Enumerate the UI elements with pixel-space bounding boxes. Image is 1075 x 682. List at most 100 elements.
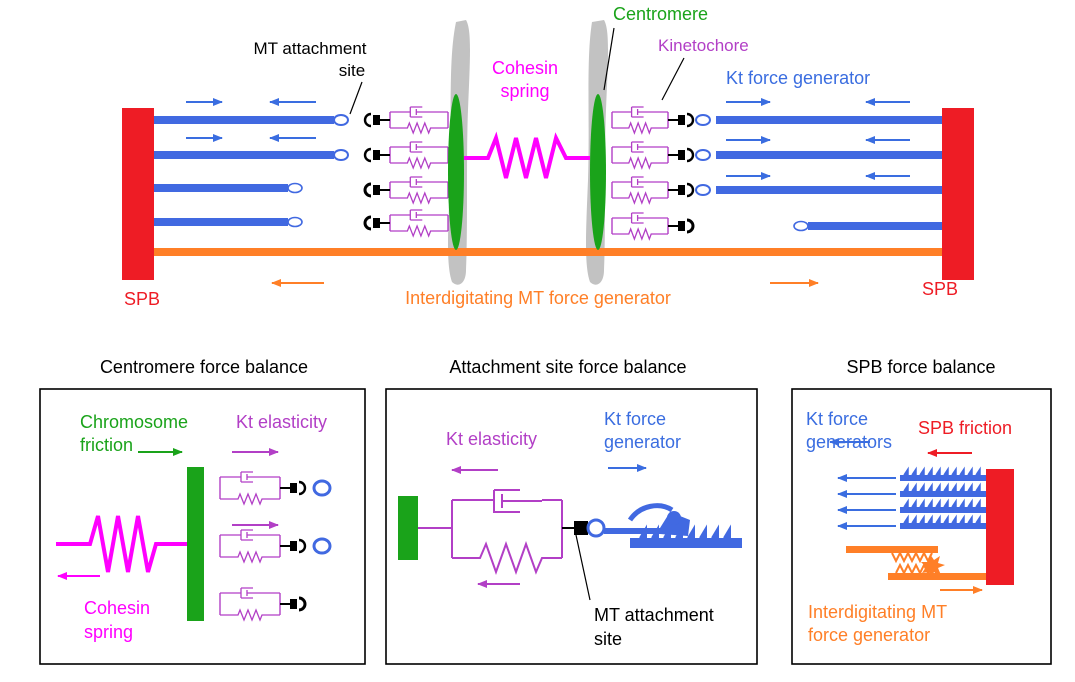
interdigitating-mt [154, 248, 942, 256]
dashpot-icon [220, 587, 280, 599]
mt-tip-icon [287, 182, 303, 194]
dashpot-icon [220, 529, 280, 541]
spring-icon [220, 492, 280, 506]
panel-spb: SPB force balance Kt force generators SP… [791, 357, 1052, 665]
kinetochore-unit [219, 471, 307, 506]
kt-elasticity-label: Kt elasticity [446, 429, 537, 449]
kinetochore-unit [611, 212, 695, 241]
kt-force-generator-label-2: generator [604, 432, 681, 452]
mt-attachment-site-label: MT attachment [253, 39, 366, 58]
cohesin-spring-label-2: spring [500, 81, 549, 101]
panel-spb-frame [791, 388, 1052, 665]
panel-attachment-frame [385, 388, 758, 665]
c-clamp-icon [298, 596, 307, 612]
c-clamp-icon [298, 538, 307, 554]
spb-plate [986, 469, 1014, 585]
kt-elasticity-label: Kt elasticity [236, 412, 327, 432]
spb-left [122, 108, 154, 280]
c-clamp-icon [363, 147, 372, 163]
dashpot-icon [612, 176, 668, 188]
kinetochore-unit [363, 209, 449, 238]
kinetochore-unit [219, 529, 307, 564]
spring-icon [220, 608, 280, 622]
kt-force-generator-label: Kt force generator [726, 68, 870, 88]
spb-left-label: SPB [124, 289, 160, 309]
chromosome-friction-label: Chromosome [80, 412, 188, 432]
kinetochore-unit [363, 106, 449, 135]
c-clamp-icon [298, 480, 307, 496]
dashpot-icon [612, 106, 668, 118]
ratchet-icon [604, 503, 742, 548]
spb-friction-label: SPB friction [918, 418, 1012, 438]
spring-icon [390, 121, 448, 135]
right-microtubules [695, 114, 942, 232]
c-clamp-icon [686, 112, 695, 128]
cohesin-spring-icon [464, 131, 590, 179]
centromere-right [590, 94, 606, 250]
kinetochore-unit [219, 587, 307, 622]
interdigitating-label: Interdigitating MT force generator [405, 288, 671, 308]
kinetochore-unit [611, 141, 695, 170]
chromosome-friction-label-2: friction [80, 435, 133, 455]
panel1-kinetochore-units [219, 471, 332, 622]
kinetochore-unit [363, 176, 449, 205]
spring-icon [612, 156, 668, 170]
mt-attachment-site-label: MT attachment [594, 605, 714, 625]
c-clamp-icon [363, 182, 372, 198]
panel-spb-title: SPB force balance [846, 357, 995, 377]
kt-force-generators-label-2: generators [806, 432, 892, 452]
ratchet-icon [900, 475, 986, 481]
cohesin-label: Cohesin [84, 598, 150, 618]
kt-force-generator-ratchets [837, 466, 986, 530]
dashpot-icon [220, 471, 280, 483]
spring-icon [452, 541, 562, 575]
cohesin-spring-icon [56, 515, 187, 573]
ring-icon [695, 184, 711, 196]
ring-icon [586, 518, 606, 538]
kinetochore-label: Kinetochore [658, 36, 749, 55]
c-clamp-icon [686, 218, 695, 234]
kinetochore-unit [611, 106, 695, 135]
centromere-label: Centromere [613, 4, 708, 24]
mt-attachment-site-label-2: site [339, 61, 365, 80]
kt-force-generator-label: Kt force [604, 409, 666, 429]
cohesin-label-2: spring [84, 622, 133, 642]
mt-attachment-site-label-2: site [594, 629, 622, 649]
interdigitating-label-2: force generator [808, 625, 930, 645]
kinetochore-units [363, 106, 695, 241]
kinetochore-unit [363, 141, 449, 170]
interdigitating-label: Interdigitating MT [808, 602, 947, 622]
panel-attachment-title: Attachment site force balance [449, 357, 686, 377]
centromere-left [448, 94, 464, 250]
ring-icon [695, 149, 711, 161]
dashpot-icon [612, 212, 668, 224]
ring-icon [312, 537, 332, 555]
ring-icon [333, 114, 349, 126]
ratchet-icon [900, 523, 986, 529]
spring-icon [612, 191, 668, 205]
mt-tip-icon [287, 216, 303, 228]
c-clamp-icon [686, 182, 695, 198]
spring-icon [390, 191, 448, 205]
top-spindle-diagram: MT attachment site Cohesin spring Centro… [122, 4, 974, 309]
dashpot-icon [390, 141, 448, 153]
cohesin-spring-label: Cohesin [492, 58, 558, 78]
spb-right [942, 108, 974, 280]
interdigitating-ratchet [846, 546, 986, 580]
centromere-plate [187, 467, 204, 621]
spb-right-label: SPB [922, 279, 958, 299]
c-clamp-icon [686, 147, 695, 163]
mt-tip-icon [793, 220, 809, 232]
kt-force-generators-label: Kt force [806, 409, 868, 429]
dashpot-icon [390, 176, 448, 188]
ratchet-icon [900, 507, 986, 513]
spring-icon [390, 224, 448, 238]
panel-centromere-title: Centromere force balance [100, 357, 308, 377]
ring-icon [695, 114, 711, 126]
ratchet-icon [900, 491, 986, 497]
c-clamp-icon [363, 215, 372, 231]
panel-attachment: Attachment site force balance Kt elastic… [385, 357, 758, 665]
dashpot-icon [493, 489, 542, 513]
top-arrows [186, 98, 910, 287]
